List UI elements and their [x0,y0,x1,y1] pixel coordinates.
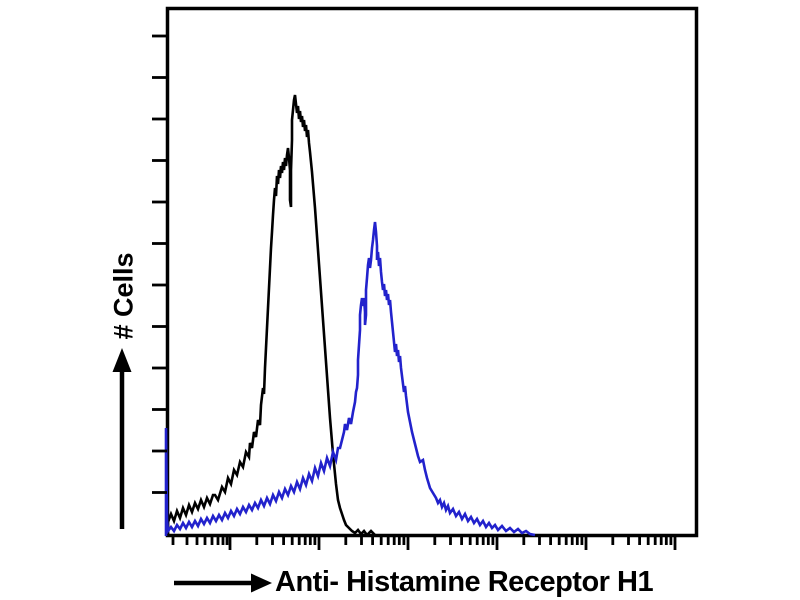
blue-stained-histogram [164,221,536,537]
x-axis-arrow-icon [174,573,272,593]
x-axis-ticks [171,536,677,550]
y-axis-arrow-icon [112,348,132,529]
y-axis-ticks [152,34,167,494]
plot-frame [165,6,699,538]
y-axis-label: # Cells [108,252,139,340]
x-axis-label: Anti- Histamine Receptor H1 [275,566,654,598]
black-control-histogram [166,94,376,537]
histogram-curves [164,94,536,537]
